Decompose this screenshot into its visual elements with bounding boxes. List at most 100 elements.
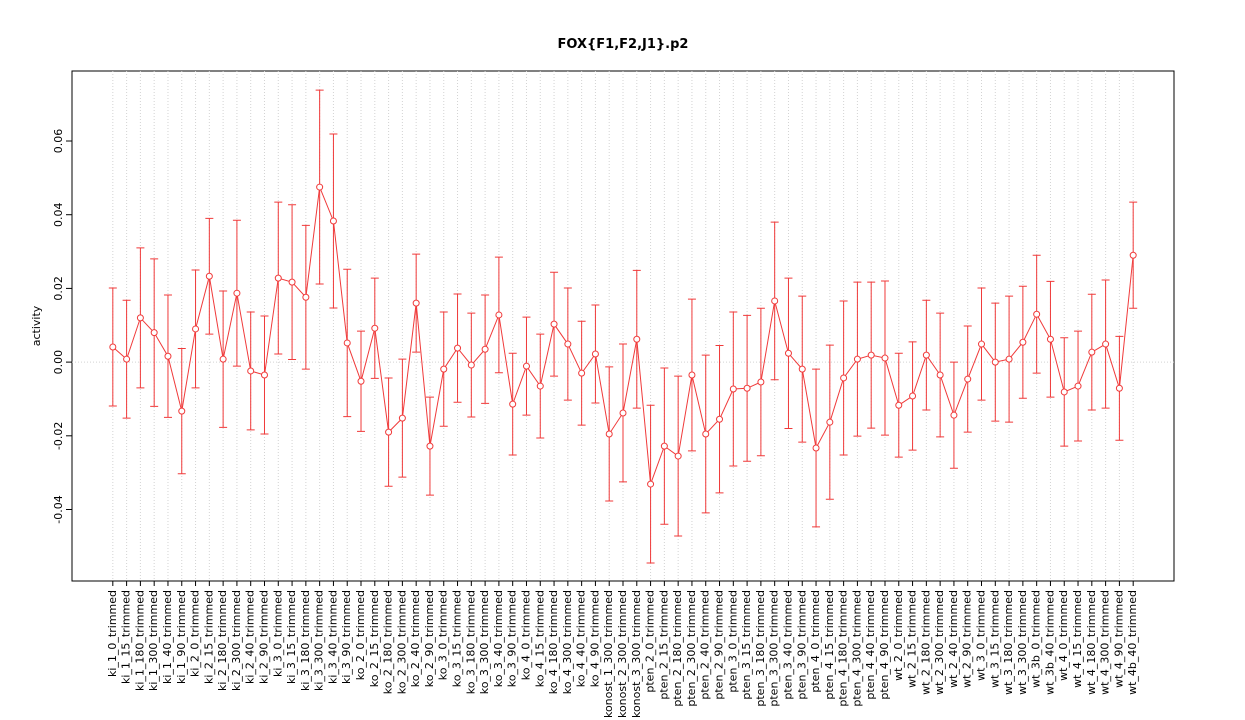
- data-point: [247, 367, 255, 375]
- x-tick-label: wt_3b_0_trimmed: [1030, 590, 1043, 688]
- x-tick-label: wt_2_0_trimmed: [892, 590, 905, 681]
- x-tick-label: ki_2_40_trimmed: [244, 590, 257, 684]
- x-tick-label: pten_4_40_trimmed: [864, 590, 877, 700]
- x-tick-label: ko_3_0_trimmed: [437, 590, 450, 680]
- data-point: [978, 340, 986, 348]
- data-point: [385, 428, 393, 436]
- x-tick-label: ko_4_0_trimmed: [519, 590, 532, 680]
- data-point: [867, 351, 875, 359]
- x-tick-label: ko_4_15_trimmed: [533, 590, 546, 687]
- data-point: [302, 293, 310, 301]
- x-tick-label: pten_4_300_trimmed: [850, 590, 863, 707]
- x-tick-label: ki_1_90_trimmed: [175, 590, 188, 684]
- x-tick-label: konost_2_300_trimmed: [616, 590, 629, 718]
- x-tick-label: ko_2_90_trimmed: [423, 590, 436, 687]
- x-tick-label: wt_3_300_trimmed: [1016, 590, 1029, 695]
- x-tick-label: pten_2_15_trimmed: [657, 590, 670, 700]
- data-point: [922, 351, 930, 359]
- x-tick-label: ki_2_300_trimmed: [230, 590, 243, 691]
- data-point: [564, 340, 572, 348]
- data-point: [784, 349, 792, 357]
- x-tick-label: ko_2_300_trimmed: [395, 590, 408, 694]
- y-axis-label: activity: [30, 305, 43, 346]
- data-point: [950, 411, 958, 419]
- x-tick-label: ki_2_15_trimmed: [202, 590, 215, 684]
- x-tick-label: konost_3_300_trimmed: [630, 590, 643, 718]
- data-point: [398, 414, 406, 422]
- data-point: [688, 371, 696, 379]
- data-point: [909, 392, 917, 400]
- data-point: [660, 442, 668, 450]
- data-point: [316, 183, 324, 191]
- data-point: [840, 374, 848, 382]
- x-tick-label: ki_3_180_trimmed: [299, 590, 312, 691]
- x-tick-label: ko_3_300_trimmed: [478, 590, 491, 694]
- data-point: [274, 274, 282, 282]
- data-point: [467, 361, 475, 369]
- data-point: [812, 444, 820, 452]
- x-tick-label: pten_4_0_trimmed: [809, 590, 822, 693]
- data-point: [205, 272, 213, 280]
- data-point: [591, 350, 599, 358]
- x-tick-label: pten_2_180_trimmed: [671, 590, 684, 707]
- x-tick-label: wt_4_300_trimmed: [1099, 590, 1112, 695]
- data-point: [1005, 355, 1013, 363]
- data-point: [991, 358, 999, 366]
- data-point: [164, 352, 172, 360]
- x-tick-label: ki_3_90_trimmed: [340, 590, 353, 684]
- data-point: [729, 385, 737, 393]
- data-point: [357, 377, 365, 385]
- data-point: [853, 355, 861, 363]
- data-point: [1046, 335, 1054, 343]
- data-point: [936, 371, 944, 379]
- x-tick-label: pten_2_40_trimmed: [699, 590, 712, 700]
- x-tick-label: ki_1_15_trimmed: [120, 590, 133, 684]
- data-point: [454, 344, 462, 352]
- x-tick-label: ko_4_40_trimmed: [575, 590, 588, 687]
- data-point: [826, 418, 834, 426]
- x-tick-label: ki_3_15_trimmed: [285, 590, 298, 684]
- data-point: [619, 409, 627, 417]
- x-tick-label: ko_4_180_trimmed: [547, 590, 560, 694]
- data-point: [412, 299, 420, 307]
- data-point: [674, 452, 682, 460]
- x-tick-label: wt_2_90_trimmed: [961, 590, 974, 688]
- x-tick-label: ko_3_90_trimmed: [506, 590, 519, 687]
- x-tick-label: ko_2_180_trimmed: [382, 590, 395, 694]
- x-tick-label: ko_3_180_trimmed: [464, 590, 477, 694]
- data-point: [881, 354, 889, 362]
- x-tick-label: ko_2_15_trimmed: [368, 590, 381, 687]
- x-tick-label: wt_2_300_trimmed: [933, 590, 946, 695]
- data-point: [536, 382, 544, 390]
- x-tick-label: wt_3_15_trimmed: [988, 590, 1001, 688]
- data-point: [1102, 340, 1110, 348]
- x-tick-label: ki_1_40_trimmed: [161, 590, 174, 684]
- x-tick-label: pten_4_180_trimmed: [837, 590, 850, 707]
- y-tick-label: 0.02: [52, 276, 65, 301]
- y-tick-label: 0.06: [52, 129, 65, 154]
- x-tick-label: ko_4_90_trimmed: [588, 590, 601, 687]
- data-point: [757, 378, 765, 386]
- data-point: [426, 442, 434, 450]
- data-point: [329, 217, 337, 225]
- data-point: [136, 314, 144, 322]
- y-tick-label: -0.02: [52, 422, 65, 450]
- x-tick-label: wt_3_180_trimmed: [1002, 590, 1015, 695]
- y-tick-label: -0.04: [52, 495, 65, 523]
- x-tick-label: wt_2_40_trimmed: [947, 590, 960, 688]
- data-point: [109, 343, 117, 351]
- data-point: [522, 362, 530, 370]
- data-point: [1115, 384, 1123, 392]
- data-point: [895, 401, 903, 409]
- x-tick-label: ki_1_0_trimmed: [106, 590, 119, 677]
- data-point: [495, 311, 503, 319]
- x-tick-label: pten_4_90_trimmed: [878, 590, 891, 700]
- x-tick-label: wt_4_15_trimmed: [1071, 590, 1084, 688]
- x-tick-label: ko_3_15_trimmed: [451, 590, 464, 687]
- y-tick-label: 0.04: [52, 202, 65, 227]
- data-point: [743, 384, 751, 392]
- x-tick-label: wt_3_0_trimmed: [975, 590, 988, 681]
- data-point: [150, 329, 158, 337]
- data-point: [578, 369, 586, 377]
